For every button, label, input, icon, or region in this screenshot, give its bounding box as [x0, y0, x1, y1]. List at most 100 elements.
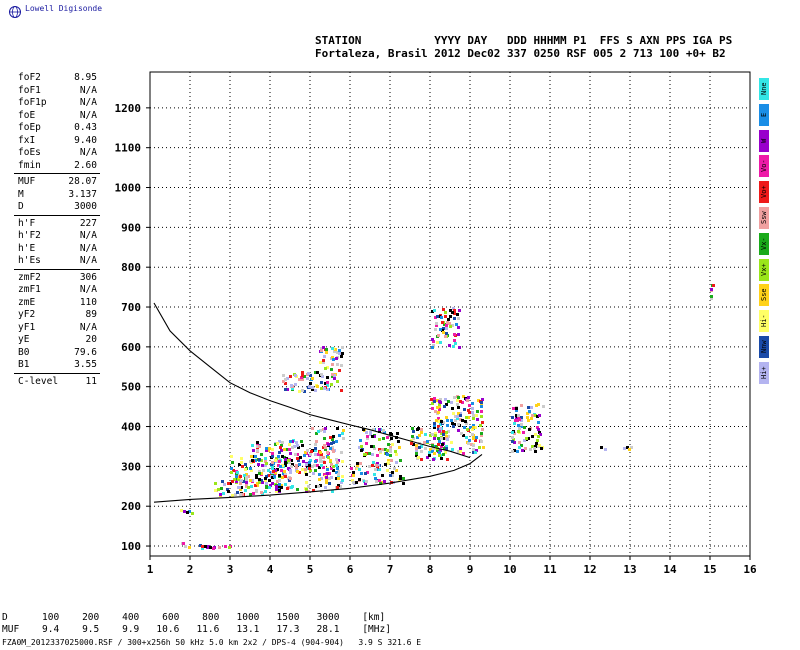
- trace-pixel: [517, 430, 520, 433]
- trace-pixel: [527, 437, 530, 440]
- trace-pixel: [271, 455, 274, 458]
- trace-pixel: [334, 348, 337, 351]
- trace-pixel: [462, 434, 465, 437]
- trace-pixel: [241, 465, 244, 468]
- trace-pixel: [440, 457, 443, 460]
- trace-pixel: [355, 481, 358, 484]
- trace-pixel: [295, 464, 298, 467]
- trace-pixel: [431, 338, 434, 341]
- param-row: h'Es N/A: [0, 255, 100, 268]
- trace-pixel: [371, 435, 374, 438]
- station-header: STATION YYYY DAY DDD HHHMM P1 FFS S AXN …: [315, 34, 733, 47]
- trace-pixel: [351, 479, 354, 482]
- trace-pixel: [537, 428, 540, 431]
- trace-pixel: [449, 309, 452, 312]
- trace-pixel: [309, 382, 312, 385]
- muf-row: MUF 9.4 9.5 9.9 10.6 11.6 13.1 17.3 28.1…: [2, 624, 391, 635]
- trace-pixel: [534, 450, 537, 453]
- trace-pixel: [389, 446, 392, 449]
- trace-pixel: [443, 447, 446, 450]
- trace-pixel: [435, 324, 438, 327]
- trace-pixel: [480, 432, 483, 435]
- trace-pixel: [323, 355, 326, 358]
- trace-pixel: [222, 492, 225, 495]
- trace-pixel: [284, 464, 287, 467]
- trace-pixel: [390, 459, 393, 462]
- trace-pixel: [526, 412, 529, 415]
- trace-pixel: [537, 403, 540, 406]
- trace-pixel: [450, 401, 453, 404]
- trace-pixel: [335, 477, 338, 480]
- trace-pixel: [453, 309, 456, 312]
- trace-pixel: [283, 456, 286, 459]
- trace-pixel: [472, 451, 475, 454]
- trace-pixel: [443, 323, 446, 326]
- param-name: B0: [18, 346, 30, 358]
- trace-pixel: [268, 486, 271, 489]
- trace-pixel: [450, 419, 453, 422]
- trace-pixel: [447, 318, 450, 321]
- trace-pixel: [312, 472, 315, 475]
- trace-pixel: [264, 490, 267, 493]
- trace-pixel: [296, 470, 299, 473]
- y-tick-label: 200: [121, 500, 141, 513]
- param-value: N/A: [79, 242, 97, 254]
- trace-pixel: [236, 471, 239, 474]
- trace-pixel: [389, 450, 392, 453]
- trace-pixel: [311, 377, 314, 380]
- trace-pixel: [527, 406, 530, 409]
- trace-pixel: [457, 412, 460, 415]
- trace-pixel: [381, 448, 384, 451]
- trace-pixel: [265, 475, 268, 478]
- trace-pixel: [326, 376, 329, 379]
- trace-pixel: [339, 485, 342, 488]
- trace-pixel: [319, 451, 322, 454]
- y-tick-label: 600: [121, 341, 141, 354]
- trace-pixel: [534, 433, 537, 436]
- trace-pixel: [441, 443, 444, 446]
- trace-pixel: [358, 478, 361, 481]
- trace-pixel: [284, 378, 287, 381]
- trace-pixel: [314, 447, 317, 450]
- trace-pixel: [244, 489, 247, 492]
- x-tick-label: 14: [663, 563, 677, 576]
- trace-pixel: [322, 359, 325, 362]
- trace-pixel: [467, 416, 470, 419]
- trace-pixel: [527, 419, 530, 422]
- trace-pixel: [393, 467, 396, 470]
- trace-pixel: [437, 420, 440, 423]
- trace-pixel: [300, 376, 303, 379]
- trace-pixel: [330, 368, 333, 371]
- trace-pixel: [294, 374, 297, 377]
- trace-pixel: [412, 437, 415, 440]
- trace-pixel: [528, 428, 531, 431]
- x-tick-label: 11: [543, 563, 557, 576]
- trace-pixel: [308, 464, 311, 467]
- trace-pixel: [261, 464, 264, 467]
- trace-pixel: [319, 456, 322, 459]
- trace-pixel: [320, 349, 323, 352]
- trace-pixel: [459, 412, 462, 415]
- param-value: 8.95: [74, 72, 97, 83]
- trace-pixel: [364, 482, 367, 485]
- trace-pixel: [314, 469, 317, 472]
- trace-pixel: [387, 459, 390, 462]
- trace-pixel: [329, 459, 332, 462]
- trace-pixel: [381, 474, 384, 477]
- trace-pixel: [480, 415, 483, 418]
- trace-pixel: [269, 484, 272, 487]
- separator-line: [14, 372, 100, 374]
- trace-pixel: [356, 467, 359, 470]
- trace-pixel: [271, 482, 274, 485]
- trace-pixel: [238, 463, 241, 466]
- trace-pixel: [528, 410, 531, 413]
- trace-pixel: [474, 451, 477, 454]
- trace-pixel: [280, 484, 283, 487]
- trace-pixel: [604, 448, 607, 451]
- param-row: zmF2 306: [0, 272, 100, 285]
- trace-pixel: [420, 445, 423, 448]
- trace-pixel: [315, 485, 318, 488]
- trace-pixel: [301, 444, 304, 447]
- trace-pixel: [399, 477, 402, 480]
- trace-pixel: [437, 334, 440, 337]
